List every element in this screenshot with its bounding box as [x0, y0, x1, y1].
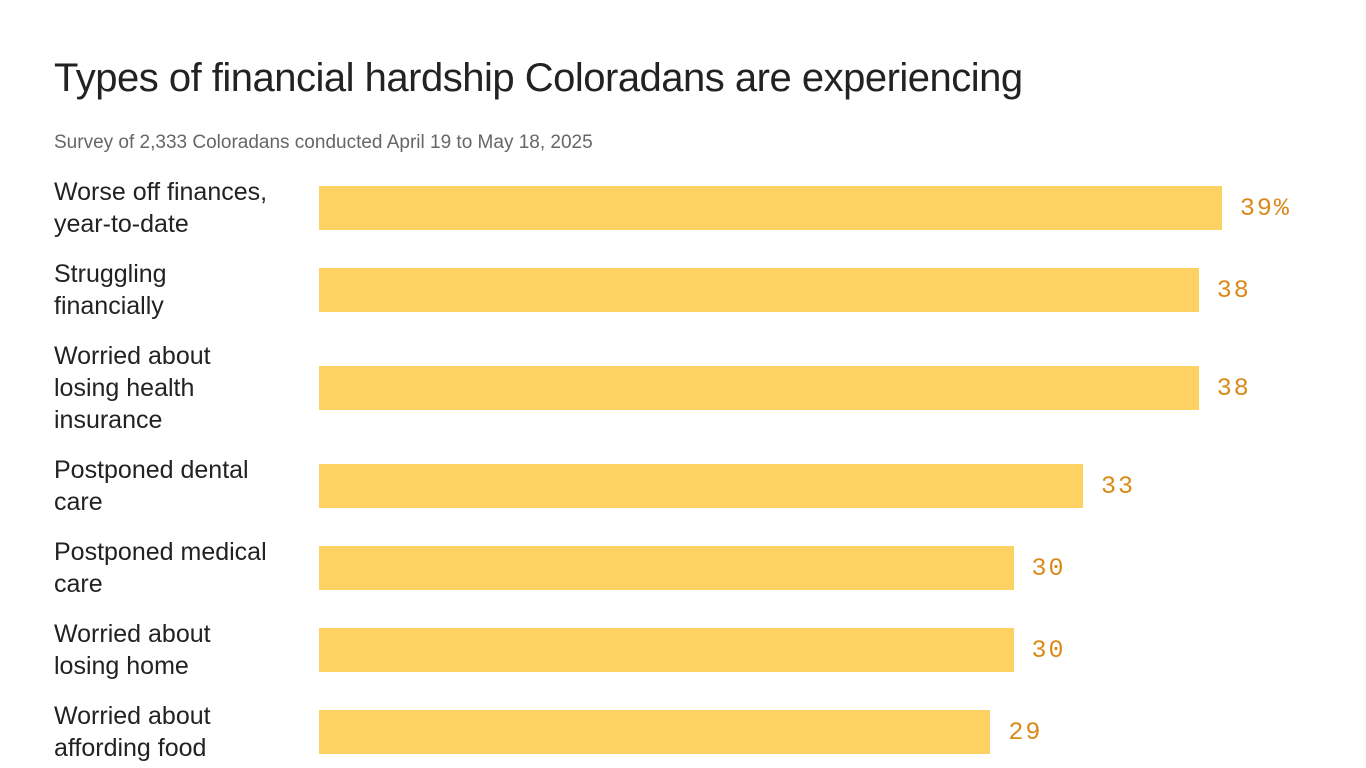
bar-row: Struggling financially 38 [54, 258, 1291, 322]
bar-row: Worried about losing home 30 [54, 618, 1291, 682]
bar-row: Postponed medical care 30 [54, 536, 1291, 600]
bar-row: Worse off finances, year-to-date 39% [54, 176, 1291, 240]
category-label: Postponed medical care [54, 538, 267, 598]
value-label: 30 [1031, 635, 1066, 665]
bar-row: Worried about losing health insurance 38 [54, 340, 1291, 436]
value-label: 33 [1100, 471, 1135, 501]
value-label: 29 [1008, 717, 1043, 747]
bar [319, 710, 991, 754]
bar-row: Worried about affording food 29 [54, 700, 1291, 764]
bar [319, 268, 1199, 312]
category-label: Worried about losing home [54, 620, 211, 680]
bar [319, 366, 1199, 410]
value-label: 39% [1239, 193, 1291, 223]
chart-title: Types of financial hardship Coloradans a… [54, 56, 1023, 100]
category-label: Worse off finances, year-to-date [54, 178, 268, 238]
category-label: Struggling financially [54, 260, 167, 320]
bar [319, 186, 1222, 230]
bar [319, 464, 1083, 508]
bar [319, 628, 1014, 672]
value-label: 30 [1031, 553, 1066, 583]
bar-row: Postponed dental care 33 [54, 454, 1291, 518]
bar [319, 546, 1014, 590]
chart: Worse off finances, year-to-date 39% Strug… [54, 176, 1291, 764]
value-label: 38 [1216, 275, 1251, 305]
category-label: Worried about affording food [54, 702, 211, 762]
chart-subtitle: Survey of 2,333 Coloradans conducted Apr… [54, 132, 593, 153]
category-label: Worried about losing health insurance [54, 342, 211, 434]
category-label: Postponed dental care [54, 456, 249, 516]
value-label: 38 [1216, 373, 1251, 403]
